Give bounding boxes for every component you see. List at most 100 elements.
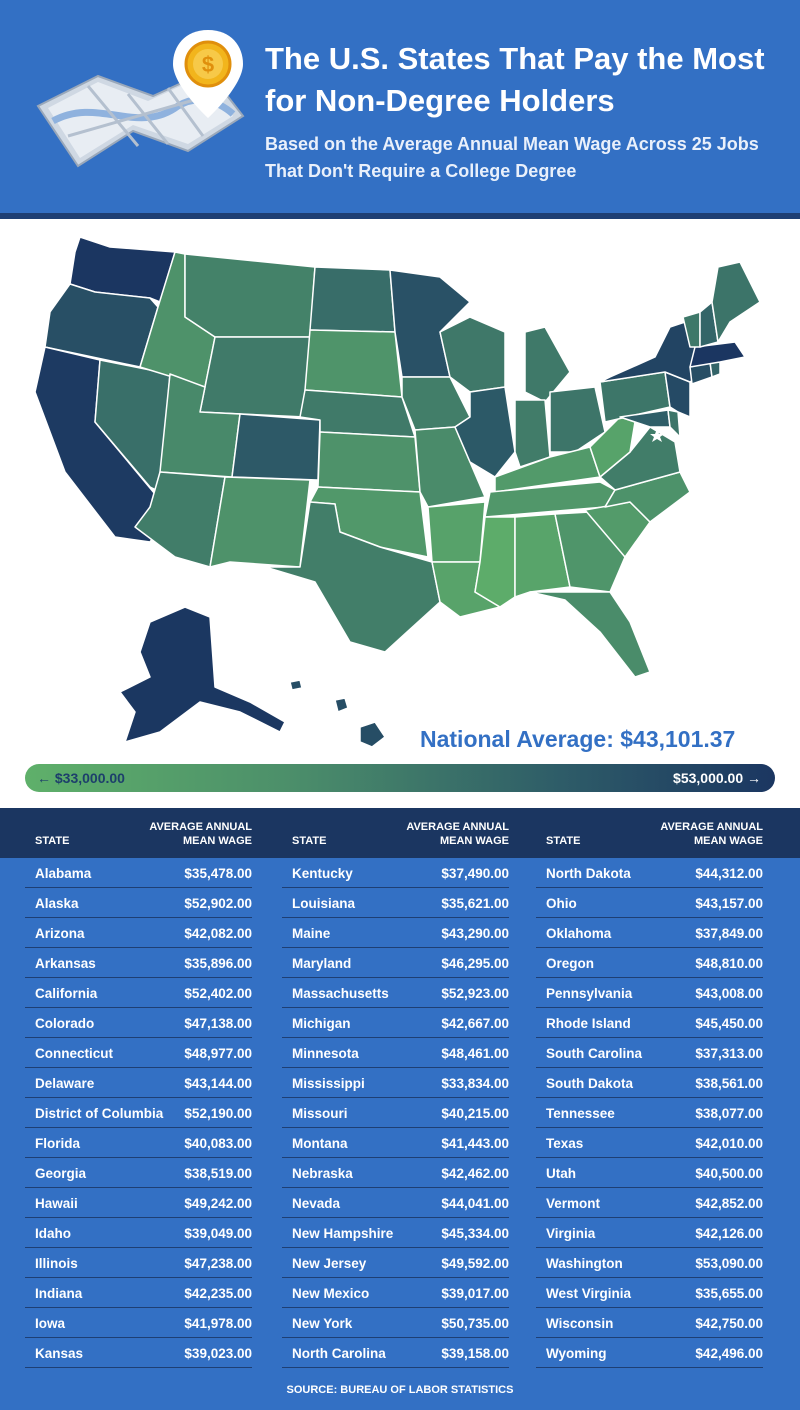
wage-table: STATE AVERAGE ANNUAL MEAN WAGE STATE AVERAGE… xyxy=(0,808,800,1410)
state-name: Oklahoma xyxy=(546,926,612,941)
table-row: Maryland $46,295.00 xyxy=(282,948,509,978)
table-row: New York $50,735.00 xyxy=(282,1308,509,1338)
state-name: Nebraska xyxy=(292,1166,353,1181)
state-name: Wyoming xyxy=(546,1346,607,1361)
state-wage: $41,443.00 xyxy=(441,1136,509,1151)
state-arkansas xyxy=(427,501,486,563)
table-header: STATE AVERAGE ANNUAL MEAN WAGE STATE AVERAGE… xyxy=(0,808,800,858)
state-wage: $39,158.00 xyxy=(441,1346,509,1361)
state-wage: $52,923.00 xyxy=(441,986,509,1001)
table-column: Alabama $35,478.00 Alaska $52,902.00 Arizona… xyxy=(25,858,252,1368)
table-row: Maine $43,290.00 xyxy=(282,918,509,948)
header-divider xyxy=(0,213,800,219)
state-wage: $35,621.00 xyxy=(441,896,509,911)
table-row: South Carolina $37,313.00 xyxy=(536,1038,763,1068)
state-name: Indiana xyxy=(35,1286,83,1301)
state-name: Alaska xyxy=(35,896,79,911)
table-row: Massachusetts $52,923.00 xyxy=(282,978,509,1008)
color-legend: ← $33,000.00 $53,000.00 → xyxy=(25,764,775,792)
table-row: North Carolina $39,158.00 xyxy=(282,1338,509,1368)
state-name: Nevada xyxy=(292,1196,341,1211)
state-wage: $45,450.00 xyxy=(695,1016,763,1031)
state-name: South Dakota xyxy=(546,1076,634,1091)
state-name: Illinois xyxy=(35,1256,78,1271)
table-row: Arkansas $35,896.00 xyxy=(25,948,252,978)
legend-min-label: ← $33,000.00 xyxy=(37,770,125,786)
state-name: Tennessee xyxy=(546,1106,615,1121)
table-column: North Dakota $44,312.00 Ohio $43,157.00 Okla… xyxy=(536,858,763,1368)
state-name: Florida xyxy=(35,1136,81,1151)
page-title: The U.S. States That Pay the Most for No… xyxy=(265,41,765,118)
state-wage: $52,402.00 xyxy=(184,986,252,1001)
header-wage-line1: AVERAGE ANNUAL xyxy=(406,821,509,833)
table-row: California $52,402.00 xyxy=(25,978,252,1008)
state-wage: $45,334.00 xyxy=(441,1226,509,1241)
table-row: Arizona $42,082.00 xyxy=(25,918,252,948)
state-name: New Mexico xyxy=(292,1286,370,1301)
state-name: Idaho xyxy=(35,1226,71,1241)
state-hawaii-islet-b xyxy=(289,679,303,691)
state-wage: $43,290.00 xyxy=(441,926,509,941)
map-icon: $ xyxy=(36,30,245,168)
state-wage: $37,849.00 xyxy=(695,926,763,941)
state-maine xyxy=(711,261,761,343)
state-name: Texas xyxy=(546,1136,584,1151)
header-wage-line2: MEAN WAGE xyxy=(439,835,509,847)
state-wage: $52,190.00 xyxy=(184,1106,252,1121)
table-row: Nebraska $42,462.00 xyxy=(282,1158,509,1188)
state-illinois xyxy=(454,386,516,478)
state-ohio xyxy=(549,386,606,453)
table-row: Indiana $42,235.00 xyxy=(25,1278,252,1308)
table-row: Vermont $42,852.00 xyxy=(536,1188,763,1218)
state-wage: $40,083.00 xyxy=(184,1136,252,1151)
national-average: National Average: $43,101.37 xyxy=(420,726,780,753)
header-state: STATE xyxy=(292,835,327,847)
state-name: Oregon xyxy=(546,956,595,971)
table-row: Colorado $47,138.00 xyxy=(25,1008,252,1038)
table-row: Rhode Island $45,450.00 xyxy=(536,1008,763,1038)
state-wage: $43,008.00 xyxy=(695,986,763,1001)
state-name: Vermont xyxy=(546,1196,601,1211)
state-wage: $42,010.00 xyxy=(695,1136,763,1151)
table-row: Illinois $47,238.00 xyxy=(25,1248,252,1278)
state-name: Arizona xyxy=(35,926,85,941)
table-row: Delaware $43,144.00 xyxy=(25,1068,252,1098)
table-row: District of Columbia $52,190.00 xyxy=(25,1098,252,1128)
state-wage: $39,049.00 xyxy=(184,1226,252,1241)
state-hawaii-islet-a xyxy=(334,697,349,713)
state-massachusetts xyxy=(689,341,746,368)
state-wage: $40,500.00 xyxy=(695,1166,763,1181)
state-wage: $50,735.00 xyxy=(441,1316,509,1331)
table-row: Virginia $42,126.00 xyxy=(536,1218,763,1248)
state-rhode-island xyxy=(709,361,721,378)
table-row: West Virginia $35,655.00 xyxy=(536,1278,763,1308)
state-name: Maryland xyxy=(292,956,352,971)
state-wage: $52,902.00 xyxy=(184,896,252,911)
state-wage: $44,312.00 xyxy=(695,866,763,881)
state-south-dakota xyxy=(304,329,403,398)
state-name: California xyxy=(35,986,98,1001)
state-wage: $39,023.00 xyxy=(184,1346,252,1361)
table-row: Pennsylvania $43,008.00 xyxy=(536,978,763,1008)
state-wage: $38,561.00 xyxy=(695,1076,763,1091)
state-wage: $47,138.00 xyxy=(184,1016,252,1031)
table-header-column: STATE AVERAGE ANNUAL MEAN WAGE xyxy=(25,808,252,858)
table-row: Montana $41,443.00 xyxy=(282,1128,509,1158)
state-wage: $39,017.00 xyxy=(441,1286,509,1301)
state-name: Kentucky xyxy=(292,866,353,881)
state-delaware xyxy=(667,409,681,438)
us-map xyxy=(0,222,800,752)
state-name: Pennsylvania xyxy=(546,986,633,1001)
table-header-column: STATE AVERAGE ANNUAL MEAN WAGE xyxy=(282,808,509,858)
state-name: South Carolina xyxy=(546,1046,643,1061)
table-row: Iowa $41,978.00 xyxy=(25,1308,252,1338)
table-row: Florida $40,083.00 xyxy=(25,1128,252,1158)
state-wage: $43,144.00 xyxy=(184,1076,252,1091)
state-name: District of Columbia xyxy=(35,1106,164,1121)
state-name: Michigan xyxy=(292,1016,351,1031)
table-row: Kentucky $37,490.00 xyxy=(282,858,509,888)
table-row: Connecticut $48,977.00 xyxy=(25,1038,252,1068)
state-michigan xyxy=(524,326,571,403)
state-wage: $37,313.00 xyxy=(695,1046,763,1061)
header-wage-line2: MEAN WAGE xyxy=(182,835,252,847)
